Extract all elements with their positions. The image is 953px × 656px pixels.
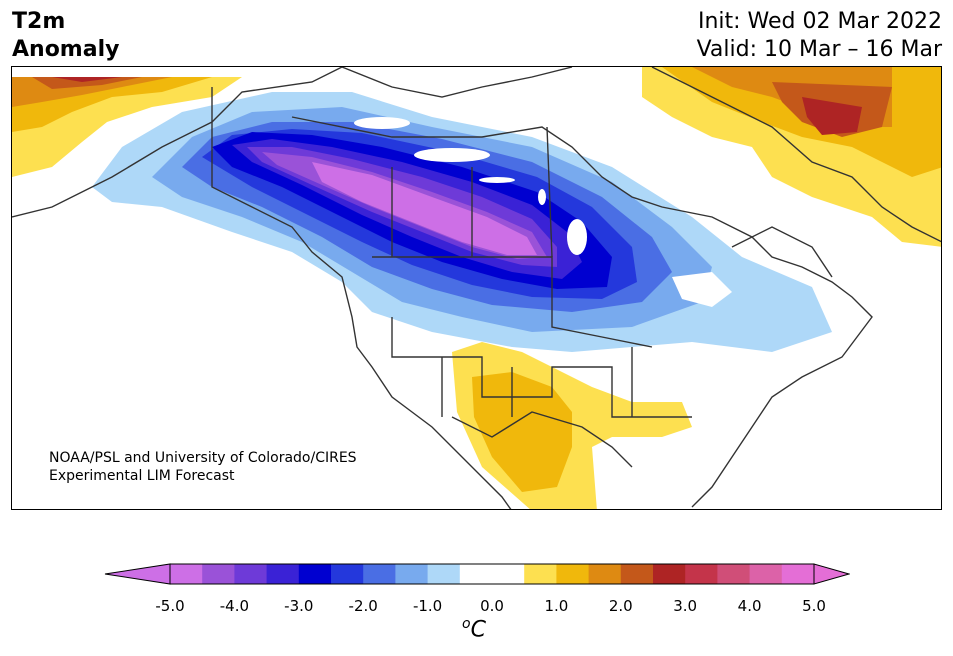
colorbar-tick-label: 5.0	[802, 597, 826, 615]
colorbar-cell	[556, 564, 590, 584]
colorbar-cell	[202, 564, 235, 584]
colorbar-cell	[298, 564, 332, 584]
coastlines-borders	[12, 67, 941, 509]
valid-range: Valid: 10 Mar – 16 Mar	[696, 37, 942, 62]
colorbar-cell	[781, 564, 815, 584]
colorbar-cell	[717, 564, 751, 584]
colorbar-cell	[685, 564, 718, 584]
colorbar-tick-label: 4.0	[737, 597, 762, 615]
colorbar-cell	[234, 564, 268, 584]
colorbar-tick-label: -2.0	[348, 597, 378, 615]
colorbar	[104, 563, 850, 585]
colorbar-unit: oC	[462, 616, 486, 642]
colorbar-min-extension	[104, 563, 171, 585]
unit-letter: C	[470, 617, 486, 643]
colorbar-tick-label: 1.0	[544, 597, 569, 615]
colorbar-cell	[588, 564, 622, 584]
colorbar-cell	[459, 564, 493, 584]
colorbar-cell	[492, 564, 525, 584]
colorbar-cells	[170, 564, 815, 584]
colorbar-cell	[170, 564, 203, 584]
lakes	[354, 117, 732, 307]
colorbar-tick-label: 2.0	[608, 597, 633, 615]
colorbar-tick-label: 3.0	[673, 597, 698, 615]
colorbar-cell	[395, 564, 429, 584]
colorbar-cell	[524, 564, 557, 584]
colorbar-tick-label: -1.0	[412, 597, 443, 615]
anomaly-map	[11, 66, 942, 510]
colorbar-cell	[363, 564, 396, 584]
map-title: T2m Anomaly	[12, 8, 119, 64]
title-line-2: Anomaly	[12, 37, 120, 62]
colorbar-cell	[331, 564, 364, 584]
colorbar-cell	[620, 564, 654, 584]
credit-line-1: NOAA/PSL and University of Colorado/CIRE…	[49, 450, 357, 466]
forecast-dates: Init: Wed 02 Mar 2022 Valid: 10 Mar – 16…	[697, 8, 942, 64]
colorbar-cell	[266, 564, 300, 584]
colorbar-cell	[427, 564, 461, 584]
colorbar-cell	[749, 564, 783, 584]
colorbar-cell	[653, 564, 686, 584]
colorbar-tick-label: 0.0	[480, 597, 504, 615]
credit-text: NOAA/PSL and University of Colorado/CIRE…	[49, 449, 357, 485]
map-canvas	[12, 67, 941, 509]
title-line-1: T2m	[12, 9, 66, 34]
colorbar-max-extension	[813, 563, 850, 585]
colorbar-tick-label: -5.0	[155, 597, 185, 615]
cold-anomaly	[92, 92, 832, 352]
warm-anomaly-northwest	[12, 77, 242, 177]
colorbar-tick-label: -3.0	[284, 597, 314, 615]
warm-anomaly-northeast	[642, 67, 941, 247]
init-date: Init: Wed 02 Mar 2022	[697, 9, 942, 34]
colorbar-outline	[169, 563, 815, 585]
credit-line-2: Experimental LIM Forecast	[49, 468, 235, 484]
degree-symbol: o	[462, 616, 471, 632]
colorbar-tick-label: -4.0	[219, 597, 250, 615]
